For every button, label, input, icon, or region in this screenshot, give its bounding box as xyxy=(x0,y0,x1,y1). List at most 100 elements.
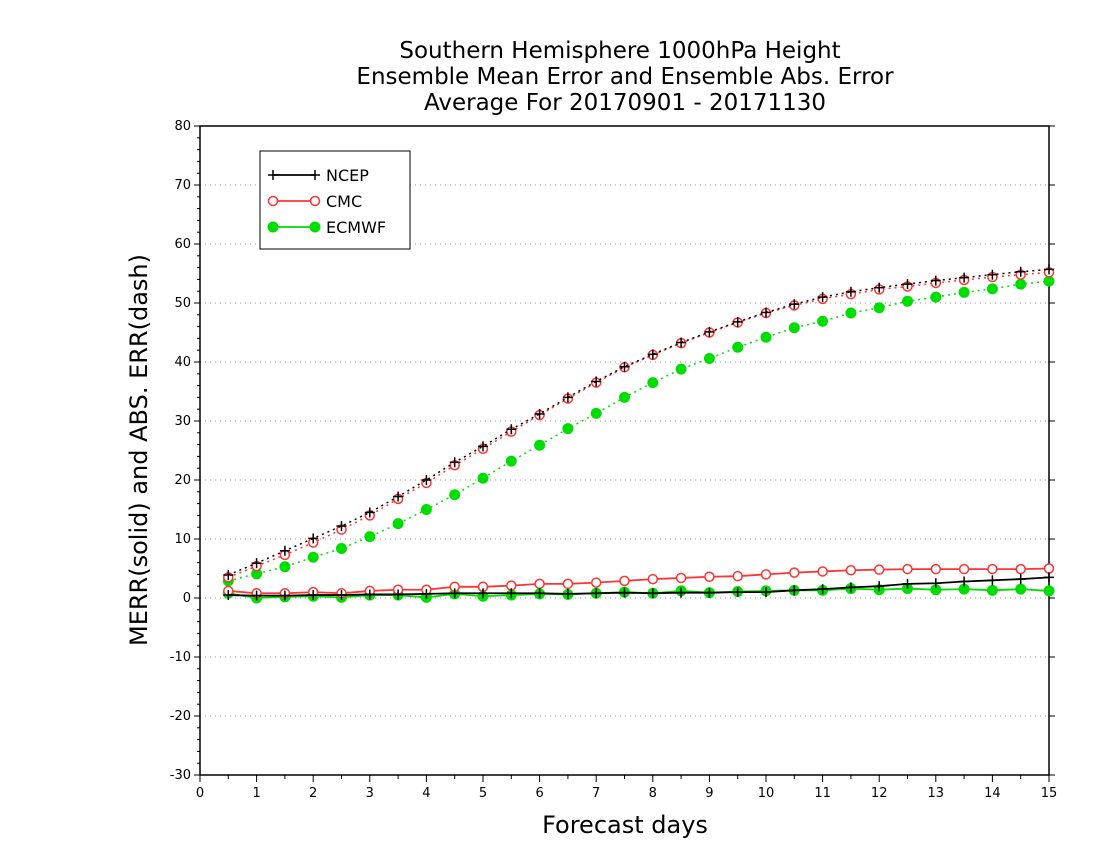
cmc-mean-error-point xyxy=(873,564,885,575)
y-tick-label: 50 xyxy=(174,296,191,311)
ecmwf-abs-error-point xyxy=(364,531,376,543)
ncep-mean-error-point xyxy=(562,588,573,599)
cmc-mean-error-point xyxy=(562,578,574,590)
y-tick-label: 20 xyxy=(174,473,191,488)
series-ncep xyxy=(223,264,1054,601)
ncep-abs-error-point xyxy=(251,558,262,569)
legend-label-cmc: CMC xyxy=(326,192,362,211)
ncep-abs-error-point xyxy=(619,361,630,372)
x-tick-label: 5 xyxy=(479,786,487,801)
ncep-abs-error-point xyxy=(845,286,856,297)
ncep-mean-error-point xyxy=(506,588,517,599)
ecmwf-abs-error-point xyxy=(505,455,517,467)
ncep-mean-error-point xyxy=(308,590,319,601)
ecmwf-mean-error-point xyxy=(986,584,998,596)
ecmwf-abs-error-point xyxy=(449,489,461,501)
ncep-mean-error-point xyxy=(959,576,970,587)
legend-label-ecmwf: ECMWF xyxy=(326,218,386,237)
ecmwf-abs-error-point xyxy=(845,307,857,319)
y-tick-label: 60 xyxy=(174,237,191,252)
y-tick-label: 40 xyxy=(174,355,191,370)
cmc-mean-error-point xyxy=(732,570,743,582)
cmc-mean-error-point xyxy=(704,571,715,583)
ecmwf-abs-error-point xyxy=(873,302,885,314)
chart-title-line-2: Ensemble Mean Error and Ensemble Abs. Er… xyxy=(356,64,894,90)
ecmwf-abs-error-point xyxy=(477,472,489,484)
ncep-abs-error-point xyxy=(449,457,460,468)
ncep-abs-error-point xyxy=(364,507,375,518)
legend-marker-left-ncep xyxy=(268,170,278,180)
ecmwf-abs-error-point xyxy=(647,377,659,389)
chart-title: Southern Hemisphere 1000hPa Height Ensem… xyxy=(356,38,894,116)
ncep-abs-error-point xyxy=(562,392,573,403)
ncep-mean-error-point xyxy=(987,575,998,586)
ncep-mean-error-point xyxy=(676,587,687,598)
legend: NCEP CMC ECMWF xyxy=(259,150,411,250)
ecmwf-abs-error-point xyxy=(958,286,970,298)
ncep-abs-error-point xyxy=(761,307,771,318)
x-tick-label: 2 xyxy=(309,786,317,801)
y-tick-label: 10 xyxy=(174,532,191,547)
x-tick-label: 10 xyxy=(758,786,775,801)
x-tick-label: 6 xyxy=(535,786,543,801)
ecmwf-abs-error-point xyxy=(703,352,715,364)
ncep-mean-error-point xyxy=(336,590,347,601)
ecmwf-abs-error-point xyxy=(675,363,687,375)
ncep-mean-error-point xyxy=(251,590,262,601)
cmc-mean-error-point xyxy=(817,566,828,577)
x-tick-label: 13 xyxy=(928,786,945,801)
cmc-mean-error-point xyxy=(534,578,545,590)
x-tick-label: 4 xyxy=(422,786,430,801)
legend-box xyxy=(259,150,411,250)
ncep-mean-error-point xyxy=(591,588,602,599)
legend-marker-right-ecmwf xyxy=(309,221,321,233)
ncep-abs-error-point xyxy=(279,545,290,556)
x-axis-label: Forecast days xyxy=(542,811,708,839)
ncep-mean-error-point xyxy=(647,588,658,599)
ncep-mean-error-point xyxy=(449,588,460,599)
cmc-mean-error-point xyxy=(619,575,630,587)
ncep-mean-error-point xyxy=(874,581,885,592)
cmc-mean-error-point xyxy=(1015,563,1026,575)
ncep-abs-error-point xyxy=(732,316,743,327)
ecmwf-abs-error-point xyxy=(760,331,772,343)
ncep-abs-error-point xyxy=(308,533,319,544)
cmc-mean-error-point xyxy=(675,572,687,584)
ncep-abs-error-point xyxy=(393,491,404,502)
ecmwf-abs-error-point xyxy=(788,322,800,334)
ncep-abs-error-point xyxy=(874,282,885,293)
ecmwf-abs-error-point xyxy=(1015,278,1027,290)
ncep-abs-error-point xyxy=(478,441,488,452)
legend-item-ecmwf: ECMWF xyxy=(267,218,386,237)
ncep-mean-error-point xyxy=(704,587,715,598)
x-tick-label: 0 xyxy=(196,786,204,801)
ecmwf-abs-error-point xyxy=(420,504,432,515)
y-tick-label: -30 xyxy=(170,768,191,783)
y-tick-label: 80 xyxy=(174,119,191,134)
ncep-mean-error-point xyxy=(902,578,913,589)
ncep-abs-error-point xyxy=(704,326,715,337)
ncep-abs-error-point xyxy=(534,408,545,419)
legend-marker-right-ncep xyxy=(310,170,320,180)
ecmwf-mean-error-point xyxy=(1015,583,1027,595)
ncep-mean-error-point xyxy=(619,587,630,598)
data-series xyxy=(222,264,1055,604)
ncep-abs-error-point xyxy=(1015,266,1026,277)
x-tick-label: 15 xyxy=(1041,786,1058,801)
ecmwf-abs-error-point xyxy=(817,315,829,327)
ncep-mean-error-point xyxy=(223,590,234,601)
y-tick-label: 30 xyxy=(174,414,191,429)
ncep-abs-error-point xyxy=(987,269,998,280)
ecmwf-abs-error-point xyxy=(619,391,630,403)
ncep-mean-error-point xyxy=(279,590,290,601)
ncep-abs-error-point xyxy=(959,272,970,283)
cmc-mean-error-point xyxy=(845,565,857,576)
ncep-abs-error-point xyxy=(506,424,517,435)
ncep-mean-error-point xyxy=(761,587,771,598)
ncep-abs-error-point xyxy=(336,521,347,532)
cmc-mean-error-point xyxy=(590,577,602,588)
ecmwf-abs-error-point xyxy=(336,542,347,554)
ncep-abs-error-point xyxy=(789,299,800,310)
ncep-mean-error-point xyxy=(789,585,800,596)
